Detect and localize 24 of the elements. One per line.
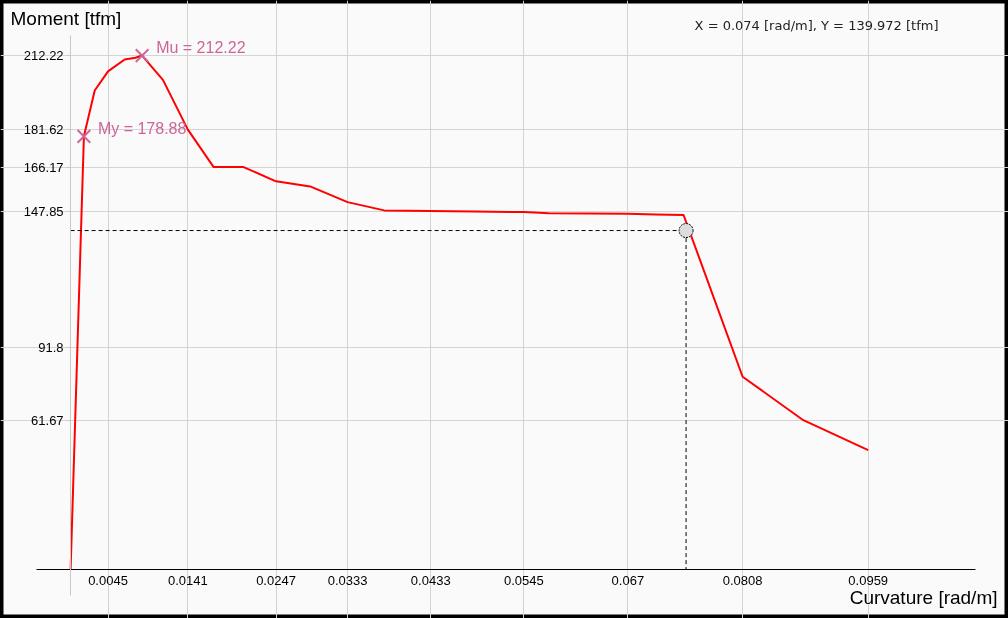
- annotation: My = 178.88: [97, 119, 187, 137]
- y-tick-label: 181.62: [23, 122, 64, 138]
- line-series: [69, 54, 870, 571]
- x-tick-label: 0.0045: [88, 572, 128, 588]
- point: [678, 223, 694, 239]
- x-tick-label: 0.0247: [256, 572, 296, 588]
- y-tick-label: 61.67: [31, 412, 64, 428]
- x-tick-label: 0.0959: [848, 572, 889, 588]
- y-tick-label: 166.17: [23, 159, 64, 175]
- x-tick-label: 0.067: [611, 572, 645, 588]
- y-tick-label: 147.85: [23, 203, 64, 219]
- x-tick-label: 0.0808: [722, 572, 763, 588]
- x-axis-title: Curvature [rad/m]: [849, 587, 998, 608]
- x-tick-label: 0.0545: [504, 572, 544, 588]
- point: [76, 128, 92, 144]
- x-tick-label: 0.0333: [327, 572, 368, 588]
- y-tick-label: 212.22: [23, 48, 64, 64]
- y-axis-title: Moment [tfm]: [10, 8, 122, 29]
- x-tick-label: 0.0433: [410, 572, 451, 588]
- text: X = 0.074 [rad/m], Y = 139.972 [tfm]: [694, 18, 939, 33]
- annotation: Mu = 212.22: [156, 39, 246, 57]
- point: [134, 48, 150, 63]
- y-tick-label: 91.8: [38, 339, 64, 355]
- x-tick-label: 0.0141: [167, 572, 208, 588]
